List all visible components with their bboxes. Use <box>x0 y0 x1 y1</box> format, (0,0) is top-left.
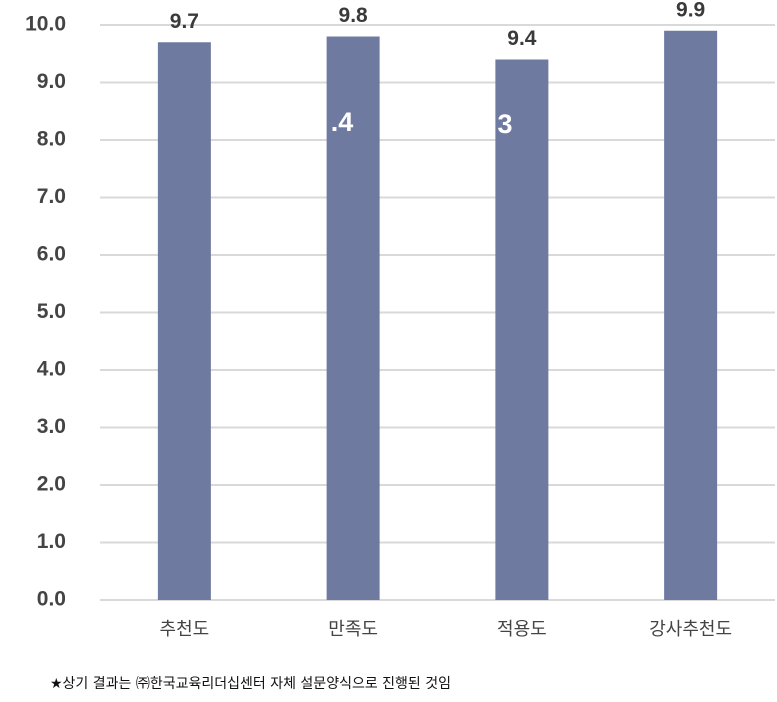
y-tick-label: 10.0 <box>25 13 66 36</box>
y-tick-label: 9.0 <box>37 70 66 93</box>
y-tick-label: 1.0 <box>37 530 66 553</box>
y-tick-label: 6.0 <box>37 243 66 266</box>
value-label: 9.8 <box>339 4 369 27</box>
bar <box>664 30 718 600</box>
annotation: 3 <box>497 109 512 139</box>
bar <box>326 36 380 600</box>
x-tick-label: 적용도 <box>497 619 547 640</box>
bar <box>495 59 549 600</box>
value-label: 9.9 <box>676 0 705 21</box>
y-tick-label: 5.0 <box>37 300 66 323</box>
value-label: 9.7 <box>170 10 199 33</box>
value-label: 9.4 <box>507 27 537 50</box>
x-tick-label: 만족도 <box>328 619 378 640</box>
y-tick-label: 4.0 <box>37 358 66 381</box>
x-tick-label: 강사추천도 <box>649 619 732 640</box>
footnote: ★상기 결과는 ㈜한국교육리더십센터 자체 설문양식으로 진행된 것임 <box>50 676 451 692</box>
bar <box>157 42 211 600</box>
y-tick-label: 0.0 <box>37 588 66 611</box>
x-tick-label: 추천도 <box>160 619 210 640</box>
y-tick-label: 8.0 <box>37 128 66 151</box>
annotation: .4 <box>331 107 354 137</box>
y-tick-label: 2.0 <box>37 473 66 496</box>
y-tick-label: 7.0 <box>37 185 66 208</box>
y-tick-label: 3.0 <box>37 415 66 438</box>
